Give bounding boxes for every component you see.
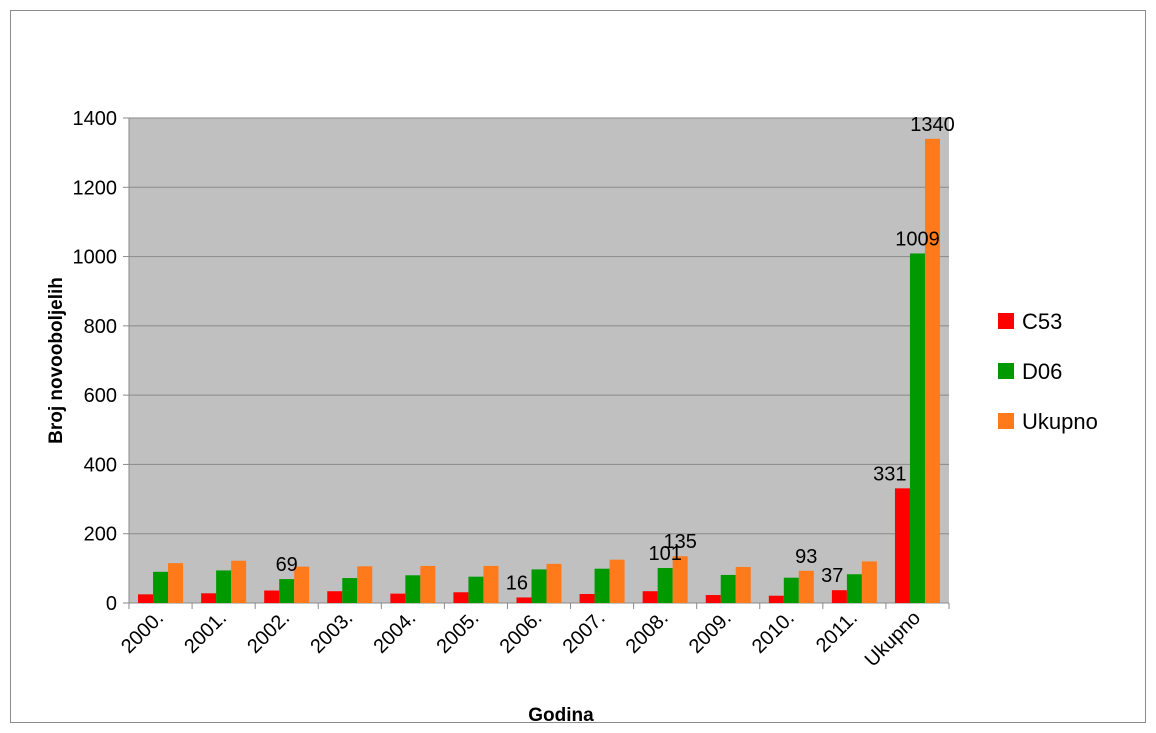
bar-c53-2001 xyxy=(201,593,217,603)
bar-d06-Ukupno xyxy=(909,253,925,604)
bar-c53-2002 xyxy=(264,590,280,603)
bar-ukupno-2003 xyxy=(357,566,373,603)
x-tick-label: 2009. xyxy=(685,607,736,658)
bar-ukupno-2009 xyxy=(735,566,751,603)
y-tick-label: 200 xyxy=(84,524,117,546)
data-label: 331 xyxy=(873,463,906,485)
x-tick-label: 2010. xyxy=(748,607,799,658)
data-label: 1009 xyxy=(895,228,940,250)
data-label: 1340 xyxy=(910,114,955,136)
y-tick-label: 600 xyxy=(84,385,117,407)
y-tick-label: 1400 xyxy=(73,108,118,130)
x-tick-label: 2005. xyxy=(433,607,484,658)
bar-d06-2001 xyxy=(216,570,232,603)
bar-ukupno-2010 xyxy=(798,570,814,603)
x-tick-label: Ukupno xyxy=(861,607,925,671)
bar-c53-Ukupno xyxy=(894,488,910,603)
x-tick-label: 2000. xyxy=(117,607,168,658)
bar-c53-2009 xyxy=(705,595,721,603)
legend-swatch-c53 xyxy=(998,313,1014,329)
bar-d06-2006 xyxy=(531,569,547,603)
bar-ukupno-2008 xyxy=(672,556,688,603)
data-label: 101 xyxy=(648,543,681,565)
bar-c53-2006 xyxy=(516,597,532,603)
plot-area xyxy=(129,118,949,603)
data-label: 16 xyxy=(506,572,528,594)
bar-c53-2000 xyxy=(138,594,154,603)
data-label: 37 xyxy=(821,565,843,587)
bar-d06-2008 xyxy=(657,568,673,603)
y-axis-title: Broj novooboljelih xyxy=(46,277,67,444)
x-tick-label: 2002. xyxy=(243,607,294,658)
bar-c53-2003 xyxy=(327,591,343,603)
bar-c53-2007 xyxy=(579,593,595,603)
legend-swatch-d06 xyxy=(998,363,1014,379)
y-tick-label: 1000 xyxy=(73,247,118,269)
bar-ukupno-2001 xyxy=(231,560,247,603)
x-tick-label: 2001. xyxy=(180,607,231,658)
bar-d06-2007 xyxy=(594,568,610,603)
y-tick-label: 800 xyxy=(84,316,117,338)
bar-ukupno-2002 xyxy=(294,566,310,603)
x-tick-label: 2004. xyxy=(369,607,420,658)
bar-c53-2005 xyxy=(453,592,469,603)
bar-ukupno-2000 xyxy=(168,563,184,603)
legend-label-ukupno: Ukupno xyxy=(1022,409,1098,434)
x-tick-label: 2008. xyxy=(622,607,673,658)
legend-label-c53: C53 xyxy=(1022,309,1062,334)
bar-d06-2004 xyxy=(405,575,421,603)
data-label: 135 xyxy=(663,531,696,553)
x-tick-label: 2006. xyxy=(496,607,547,658)
bar-d06-2011 xyxy=(846,574,862,603)
bar-ukupno-2004 xyxy=(420,565,436,603)
y-tick-label: 400 xyxy=(84,454,117,476)
x-axis-title: Godina xyxy=(528,705,594,726)
bar-ukupno-2006 xyxy=(546,563,562,603)
bar-c53-2008 xyxy=(642,591,658,603)
bar-d06-2000 xyxy=(153,571,169,603)
bar-ukupno-2005 xyxy=(483,565,499,603)
y-tick-label: 1200 xyxy=(73,177,118,199)
legend-swatch-ukupno xyxy=(998,413,1014,429)
bar-d06-2009 xyxy=(720,574,736,603)
bar-c53-2004 xyxy=(390,593,406,603)
x-tick-label: 2003. xyxy=(306,607,357,658)
bar-d06-2010 xyxy=(783,577,799,603)
bar-d06-2002 xyxy=(279,579,295,603)
bar-d06-2003 xyxy=(342,578,358,603)
bar-ukupno-2007 xyxy=(609,559,625,603)
bar-c53-2011 xyxy=(831,590,847,603)
y-tick-label: 0 xyxy=(106,593,117,615)
bar-ukupno-2011 xyxy=(861,561,877,603)
x-tick-label: 2007. xyxy=(559,607,610,658)
bar-d06-2005 xyxy=(468,576,484,603)
bar-ukupno-Ukupno xyxy=(924,138,940,604)
x-tick-label: 2011. xyxy=(812,607,862,657)
data-label: 69 xyxy=(276,554,298,576)
legend-label-d06: D06 xyxy=(1022,359,1062,384)
data-label: 93 xyxy=(795,546,817,568)
bar-c53-2010 xyxy=(768,595,784,603)
